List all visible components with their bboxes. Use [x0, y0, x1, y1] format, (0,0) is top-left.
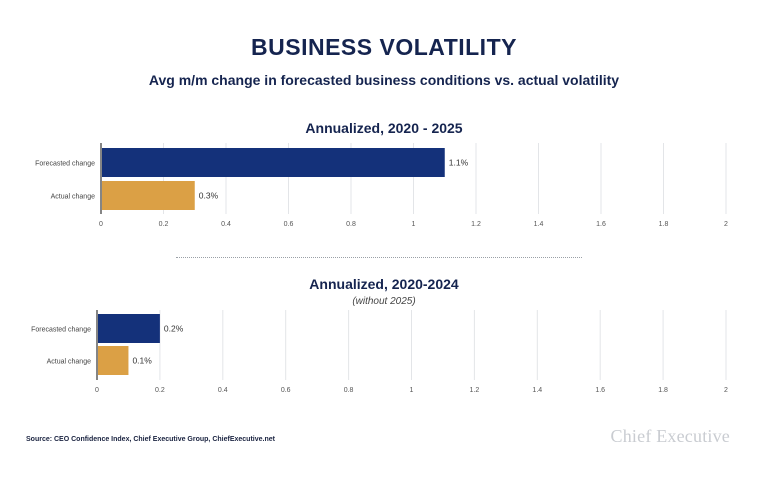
- chart-2-tick-label: 1.4: [532, 387, 542, 394]
- chart-1-tick-label: 1.2: [471, 221, 481, 228]
- page-subtitle: Avg m/m change in forecasted business co…: [148, 72, 620, 88]
- divider: [176, 257, 582, 258]
- chart-2-tick-label: 1.6: [595, 387, 605, 394]
- chart-1-tick-label: 2: [724, 221, 728, 228]
- chart-1-data-label: 0.3%: [199, 191, 219, 201]
- chart-1-tick-label: 0.6: [284, 221, 294, 228]
- chart-2-note: (without 2025): [352, 296, 416, 307]
- chart-1-tick-label: 0: [99, 221, 103, 228]
- chart-1-tick-label: 0.8: [346, 221, 356, 228]
- chart-2: 0 0.2 0.4 0.6 0.8 1 1.2 1.4 1.6 1.8 2 0.2% Forecaste…: [31, 310, 728, 394]
- chart-1-tick-label: 1.4: [534, 221, 544, 228]
- chart-2-data-label: 0.2%: [164, 324, 184, 334]
- chart-2-tick-label: 0.2: [155, 387, 165, 394]
- chart-1-bar-actual: [102, 181, 195, 210]
- chart-2-category-label: Actual change: [47, 359, 91, 366]
- chart-2-tick-label: 1.8: [658, 387, 668, 394]
- chart-2-bar-forecast: [98, 314, 160, 343]
- chart-1-tick-label: 0.2: [159, 221, 169, 228]
- chart-1-data-label: 1.1%: [449, 158, 469, 168]
- chart-2-tick-label: 1: [410, 387, 414, 394]
- chart-1-tick-label: 1.8: [659, 221, 669, 228]
- chart-1: 0 0.2 0.4 0.6 0.8 1 1.2 1.4 1.6 1.8 2 1.1% Forecaste…: [35, 143, 728, 228]
- chart-2-tick-label: 0.4: [218, 387, 228, 394]
- logo: Chief Executive: [610, 426, 730, 446]
- chart-2-tick-label: 0.8: [344, 387, 354, 394]
- chart-2-data-label: 0.1%: [132, 356, 152, 366]
- chart-1-category-label: Forecasted change: [35, 161, 95, 168]
- chart-2-tick-label: 0.6: [281, 387, 291, 394]
- chart-2-tick-label: 0: [95, 387, 99, 394]
- chart-2-tick-label: 2: [724, 387, 728, 394]
- chart-1-tick-label: 1: [412, 221, 416, 228]
- chart-1-tick-label: 0.4: [221, 221, 231, 228]
- chart-1-category-label: Actual change: [51, 194, 95, 201]
- chart-2-title: Annualized, 2020-2024: [309, 276, 459, 292]
- chart-1-bar-forecast: [102, 148, 445, 177]
- chart-1-title: Annualized, 2020 - 2025: [305, 120, 463, 136]
- source-text: Source: CEO Confidence Index, Chief Exec…: [26, 436, 275, 443]
- chart-2-bar-actual: [98, 346, 129, 375]
- chart-2-tick-label: 1.2: [470, 387, 480, 394]
- chart-2-category-label: Forecasted change: [31, 327, 91, 334]
- chart-1-tick-label: 1.6: [596, 221, 606, 228]
- page-title: BUSINESS VOLATILITY: [251, 34, 517, 60]
